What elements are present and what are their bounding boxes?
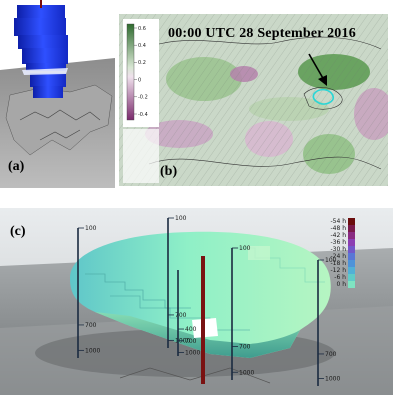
panel-a-coastline-2 (39, 129, 81, 141)
panel-b-colorbar-ticks: 0.6 0.4 0.2 0 -0.2 -0.4 (134, 26, 148, 118)
panel-b-colorbar-lower (123, 129, 159, 183)
legend-label: -12 h (330, 267, 346, 274)
legend-swatch (348, 267, 355, 274)
pressure-pole-label: 700 (175, 312, 187, 319)
pressure-pole-label: 700 (185, 338, 197, 345)
legend-swatch (348, 218, 355, 225)
panel-b-arrow (308, 53, 325, 81)
panel-c-label: (c) (10, 224, 26, 239)
pressure-pole-top-label: 100 (239, 245, 251, 252)
legend-swatch (348, 246, 355, 253)
pressure-pole-label: 400 (185, 326, 197, 333)
panel-c-trajectory-pole (201, 256, 205, 384)
panel-b-contour (148, 156, 382, 170)
legend-swatch (348, 274, 355, 281)
panel-a-coastline (19, 109, 101, 121)
panel-c-coastline (119, 367, 271, 384)
panel-b-map: 0.6 0.4 0.2 0 -0.2 -0.4 (119, 14, 388, 186)
pressure-pole-label: 1000 (185, 349, 200, 356)
panel-a-scene (0, 0, 115, 188)
legend-label: -30 h (330, 246, 346, 253)
colorbar-tick-label: 0 (138, 77, 141, 83)
legend-label: 0 h (336, 281, 346, 288)
panel-a-land (5, 84, 113, 156)
panel-a-volume (14, 0, 68, 98)
legend-swatch (348, 253, 355, 260)
panel-b-colorbar (126, 23, 135, 121)
legend-label: -36 h (330, 239, 346, 246)
pressure-pole-label: 700 (239, 343, 251, 350)
legend-swatch (348, 225, 355, 232)
colorbar-tick-label: -0.2 (138, 95, 148, 101)
panel-c-volume (70, 231, 331, 358)
legend-label: -24 h (330, 253, 346, 260)
legend-label: -42 h (330, 232, 346, 239)
pressure-pole-top-label: 100 (325, 257, 337, 264)
panel-c-pressure-poles: 100 700 1000 100 700 1000 100 700 1000 100 700 1000… (77, 215, 340, 386)
panel-b-arrowhead (318, 75, 327, 86)
legend-swatch (348, 260, 355, 267)
legend-swatch (348, 232, 355, 239)
panel-b-title: 00:00 UTC 28 September 2016 (168, 26, 356, 41)
panel-b: 0.6 0.4 0.2 0 -0.2 -0.4 00:00 UTC 28 Septembe… (119, 14, 388, 186)
pressure-pole-label: 1000 (239, 369, 254, 376)
colorbar-tick-label: 0.4 (138, 43, 146, 49)
panel-a-label: (a) (8, 159, 25, 174)
pressure-pole-label: 700 (325, 351, 337, 358)
legend-label: -48 h (330, 225, 346, 232)
legend-label: -54 h (330, 218, 346, 225)
legend-swatch (348, 239, 355, 246)
panel-c-legend: -54 h-48 h-42 h-36 h-30 h-24 h-18 h-12 h… (330, 218, 355, 288)
colorbar-tick-label: 0.6 (138, 26, 146, 32)
pressure-pole-top-label: 100 (175, 215, 187, 222)
panel-a: (a) (0, 0, 115, 188)
legend-label: -18 h (330, 260, 346, 267)
pressure-pole-label: 1000 (325, 376, 340, 383)
legend-label: -6 h (334, 274, 346, 281)
pressure-pole-label: 1000 (85, 347, 100, 354)
pressure-pole-label: 700 (85, 322, 97, 329)
colorbar-tick-label: -0.4 (138, 112, 148, 118)
pressure-pole-top-label: 100 (85, 225, 97, 232)
panel-c-scene: 100 700 1000 100 700 1000 100 700 1000 100 700 1000… (0, 208, 393, 395)
panel-c: 100 700 1000 100 700 1000 100 700 1000 100 700 1000… (0, 208, 393, 395)
colorbar-tick-label: 0.2 (138, 60, 146, 66)
panel-b-contour (158, 36, 382, 50)
legend-swatch (348, 281, 355, 288)
panel-b-target-contour (312, 88, 335, 105)
panel-b-label: (b) (160, 164, 178, 179)
